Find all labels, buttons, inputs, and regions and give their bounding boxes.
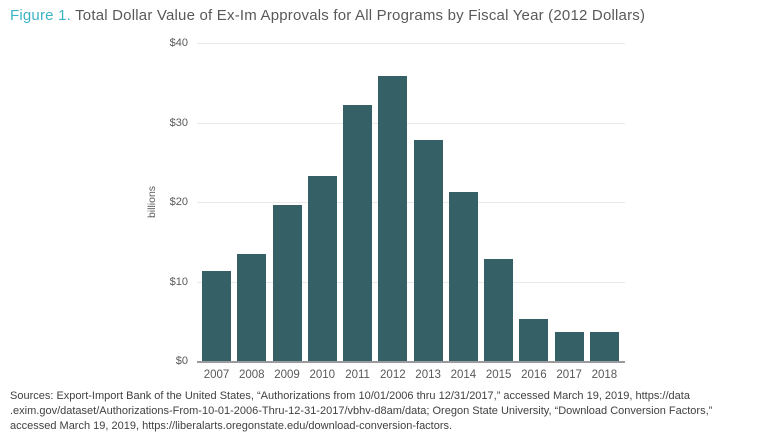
x-tick-label: 2013 xyxy=(415,369,441,381)
bar-2010 xyxy=(307,175,337,361)
y-tick-label: $0 xyxy=(175,355,188,367)
bar-2011 xyxy=(343,105,373,361)
gridline xyxy=(197,202,625,203)
figure-title: Figure 1. Total Dollar Value of Ex-Im Ap… xyxy=(10,7,645,24)
bar-2013 xyxy=(413,140,443,361)
x-tick-label: 2010 xyxy=(309,369,336,381)
gridline xyxy=(197,43,625,44)
x-tick-label: 2012 xyxy=(380,369,406,381)
bar-column-2008: 2008 xyxy=(237,43,267,381)
bar-2008 xyxy=(237,253,267,361)
bar-column-2014: 2014 xyxy=(448,43,478,381)
x-tick-label: 2018 xyxy=(591,369,618,381)
bar-column-2017: 2017 xyxy=(554,43,584,381)
x-tick-label: 2015 xyxy=(485,369,512,381)
y-tick-label: $40 xyxy=(169,37,188,49)
bar-2014 xyxy=(448,192,478,361)
bar-2012 xyxy=(378,75,408,361)
figure-number-label: Figure 1. xyxy=(10,7,71,24)
source-note: Sources: Export-Import Bank of the Unite… xyxy=(10,389,766,433)
bar-2009 xyxy=(272,205,302,361)
bar-2016 xyxy=(519,318,549,361)
bar-column-2013: 2013 xyxy=(413,43,443,381)
bar-2007 xyxy=(202,271,231,361)
bar-column-2009: 2009 xyxy=(272,43,302,381)
bar-2018 xyxy=(589,331,619,361)
figure-title-text: Total Dollar Value of Ex-Im Approvals fo… xyxy=(71,7,646,24)
x-tick-label: 2016 xyxy=(521,369,547,381)
source-note-line: .exim.gov/dataset/Authorizations-From-10… xyxy=(10,404,713,417)
y-tick-label: $20 xyxy=(169,196,188,208)
x-tick-label: 2014 xyxy=(450,369,477,381)
x-tick-label: 2011 xyxy=(345,369,370,381)
bar-column-2011: 2011 xyxy=(343,43,373,381)
bar-2017 xyxy=(554,331,584,361)
source-note-line: accessed March 19, 2019, https://liberal… xyxy=(10,419,453,432)
bar-column-2015: 2015 xyxy=(484,43,514,381)
x-tick-label: 2007 xyxy=(203,369,230,381)
gridline xyxy=(197,122,625,124)
y-tick-label: $30 xyxy=(169,116,188,129)
bar-column-2010: 2010 xyxy=(307,43,337,381)
bar-column-2018: 2018 xyxy=(589,43,619,381)
bars-container: 2007 2008 2009 2010 2011 2012 2013 2014 2015 2016… xyxy=(202,43,619,381)
bar-column-2016: 2016 xyxy=(519,43,549,381)
x-tick-label: 2008 xyxy=(238,369,265,381)
source-note-line: Sources: Export-Import Bank of the Unite… xyxy=(10,390,690,402)
plot-area: $0 $10 $20 $30 $40 2007 2008 2009 2010 2011 2012 20… xyxy=(170,37,625,381)
x-tick-label: 2009 xyxy=(274,369,300,381)
bar-column-2012: 2012 xyxy=(378,43,408,381)
y-tick-label: $10 xyxy=(169,275,188,288)
bar-2015 xyxy=(484,259,514,361)
gridline xyxy=(197,281,625,283)
bar-column-2007: 2007 xyxy=(202,43,231,381)
x-tick-label: 2017 xyxy=(556,369,582,381)
